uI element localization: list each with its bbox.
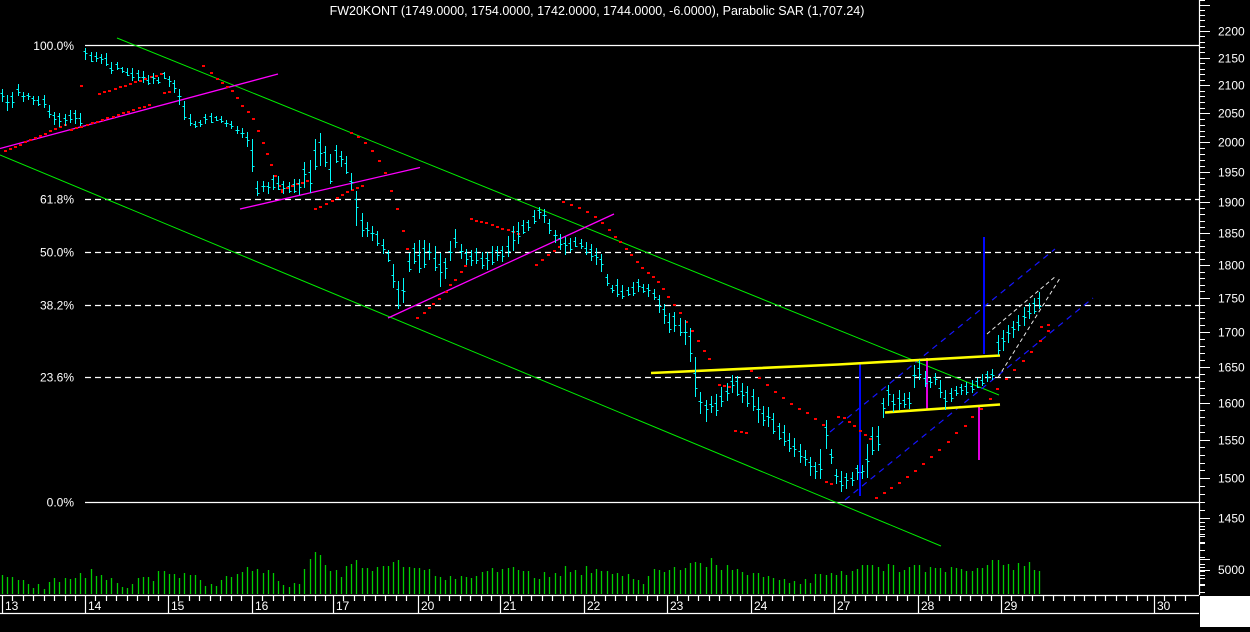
svg-text:50.0%: 50.0% bbox=[40, 246, 74, 260]
svg-text:2100: 2100 bbox=[1218, 79, 1245, 93]
svg-text:15: 15 bbox=[171, 599, 185, 613]
svg-text:1900: 1900 bbox=[1218, 196, 1245, 210]
svg-text:1650: 1650 bbox=[1218, 361, 1245, 375]
svg-text:22: 22 bbox=[587, 599, 601, 613]
svg-text:16: 16 bbox=[255, 599, 269, 613]
svg-text:14: 14 bbox=[88, 599, 102, 613]
svg-text:1450: 1450 bbox=[1218, 512, 1245, 526]
svg-text:61.8%: 61.8% bbox=[40, 193, 74, 207]
svg-text:20: 20 bbox=[421, 599, 435, 613]
svg-text:1700: 1700 bbox=[1218, 326, 1245, 340]
svg-text:28: 28 bbox=[921, 599, 935, 613]
svg-text:1950: 1950 bbox=[1218, 166, 1245, 180]
svg-text:38.2%: 38.2% bbox=[40, 299, 74, 313]
svg-text:2050: 2050 bbox=[1218, 107, 1245, 121]
svg-text:2000: 2000 bbox=[1218, 136, 1245, 150]
svg-text:1500: 1500 bbox=[1218, 472, 1245, 486]
svg-text:29: 29 bbox=[1004, 599, 1018, 613]
svg-text:1800: 1800 bbox=[1218, 259, 1245, 273]
svg-text:17: 17 bbox=[336, 599, 350, 613]
svg-text:1850: 1850 bbox=[1218, 227, 1245, 241]
svg-text:FW20KONT (1749.0000, 1754.0000: FW20KONT (1749.0000, 1754.0000, 1742.000… bbox=[330, 4, 865, 18]
svg-text:1550: 1550 bbox=[1218, 434, 1245, 448]
svg-text:27: 27 bbox=[837, 599, 851, 613]
svg-text:100.0%: 100.0% bbox=[33, 39, 74, 53]
svg-text:21: 21 bbox=[503, 599, 517, 613]
svg-text:0.0%: 0.0% bbox=[47, 496, 75, 510]
svg-text:1750: 1750 bbox=[1218, 292, 1245, 306]
svg-text:1600: 1600 bbox=[1218, 397, 1245, 411]
svg-text:5000: 5000 bbox=[1218, 563, 1245, 577]
svg-text:2150: 2150 bbox=[1218, 52, 1245, 66]
svg-text:23.6%: 23.6% bbox=[40, 371, 74, 385]
svg-text:2200: 2200 bbox=[1218, 25, 1245, 39]
svg-text:24: 24 bbox=[754, 599, 768, 613]
svg-text:13: 13 bbox=[5, 599, 19, 613]
svg-text:23: 23 bbox=[670, 599, 684, 613]
svg-text:30: 30 bbox=[1157, 599, 1171, 613]
